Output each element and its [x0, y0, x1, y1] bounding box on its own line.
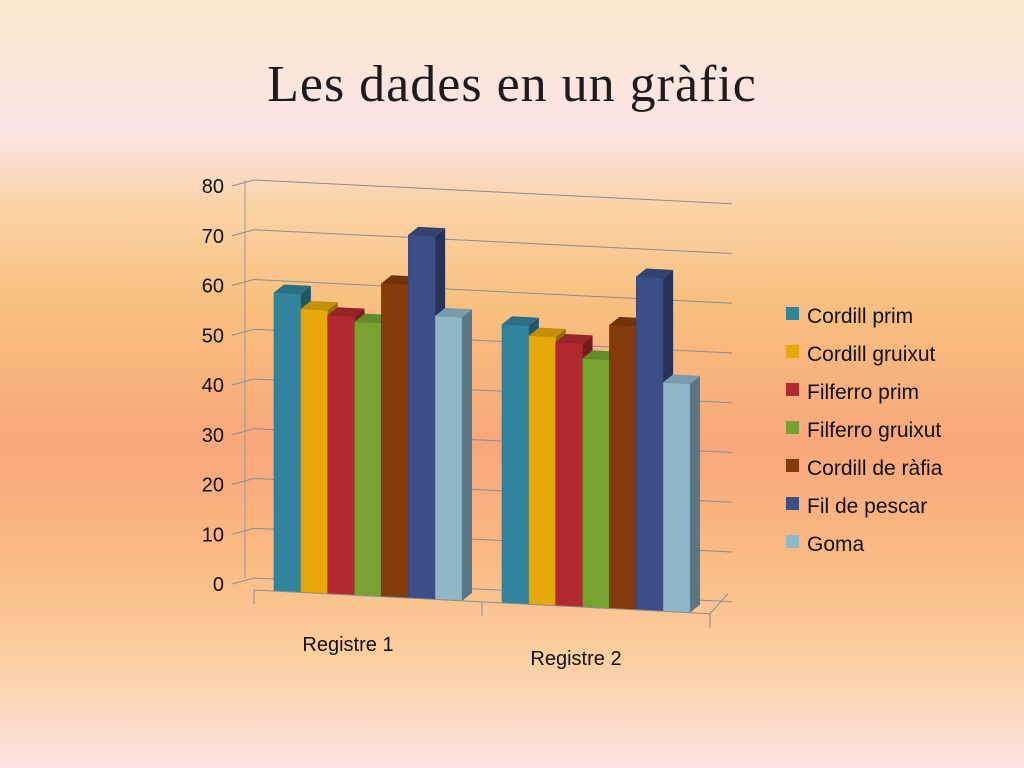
bar-top	[636, 268, 674, 278]
bar-front	[381, 282, 409, 599]
bar-side	[462, 309, 472, 601]
bar-top	[274, 284, 311, 294]
y-tick-mark	[231, 179, 255, 187]
y-tick-label: 60	[202, 276, 224, 298]
bar-front	[434, 315, 463, 602]
bar-front	[408, 234, 436, 600]
legend-swatch	[786, 307, 799, 320]
x-tick-label: Registre 2	[530, 648, 621, 670]
legend-item: Cordill de ràfia	[786, 457, 943, 480]
legend-label: Filferro prim	[807, 381, 919, 404]
legend-item: Cordill gruixut	[786, 343, 936, 366]
y-tick-label: 80	[202, 176, 224, 198]
y-tick-mark	[231, 577, 255, 585]
bar-top	[408, 226, 446, 237]
y-tick-label: 40	[202, 375, 224, 397]
bar-front	[300, 308, 328, 595]
bar-top	[502, 316, 539, 326]
legend-label: Goma	[807, 533, 865, 556]
bar-top	[555, 334, 593, 344]
y-tick-mark	[231, 428, 255, 436]
bar-front	[501, 324, 530, 605]
y-tick-mark	[231, 328, 255, 336]
y-tick-label: 30	[202, 425, 224, 447]
bar-side	[690, 375, 700, 613]
bar-top	[300, 300, 338, 311]
gridline	[253, 229, 733, 254]
y-tick-label: 0	[213, 574, 224, 596]
legend-swatch	[786, 383, 799, 396]
y-tick-label: 70	[202, 226, 224, 248]
y-tick-label: 20	[202, 475, 224, 497]
legend-label: Fil de pescar	[807, 495, 927, 518]
legend: Cordill prim Cordill gruixut Filferro prim…	[786, 305, 943, 556]
legend-item: Cordill prim	[786, 305, 913, 328]
x-tick-label: Registre 1	[302, 634, 393, 656]
legend-item: Filferro gruixut	[786, 419, 941, 442]
legend-label: Cordill gruixut	[807, 343, 936, 366]
y-tick-mark	[231, 478, 255, 485]
bar-front	[354, 321, 382, 597]
legend-item: Fil de pescar	[786, 495, 927, 518]
bar-front	[327, 314, 355, 596]
y-tick-mark	[231, 229, 255, 237]
legend-label: Cordill prim	[807, 305, 913, 328]
bar-top	[663, 374, 700, 384]
y-tick-label: 50	[202, 325, 224, 347]
legend-swatch	[786, 421, 799, 434]
bar-front	[582, 358, 610, 609]
legend-swatch	[786, 535, 799, 548]
bar	[434, 307, 472, 602]
y-tick-mark	[231, 527, 255, 535]
legend-label: Cordill de ràfia	[807, 457, 943, 480]
y-tick-label: 10	[202, 524, 224, 546]
legend-swatch	[786, 459, 799, 472]
bar-top	[435, 307, 472, 318]
bar-front	[555, 341, 583, 608]
legend-item: Goma	[786, 533, 865, 556]
bar	[662, 374, 700, 613]
legend-swatch	[786, 345, 799, 358]
bars	[273, 226, 700, 613]
bar-front	[528, 335, 556, 606]
bar-top	[528, 327, 566, 338]
slide-title: Les dades en un gràfic	[267, 56, 757, 113]
bar-front	[662, 382, 691, 613]
x-axis: Registre 1 Registre 2	[253, 589, 729, 670]
x-axis-line	[253, 589, 711, 615]
gridline	[253, 179, 733, 205]
legend-swatch	[786, 497, 799, 510]
bar-front	[636, 276, 664, 612]
bar-top	[327, 307, 365, 317]
floor-edge	[709, 593, 729, 615]
legend-item: Filferro prim	[786, 381, 919, 404]
y-tick-mark	[231, 378, 255, 386]
bar-front	[609, 324, 637, 611]
legend-label: Filferro gruixut	[807, 419, 941, 442]
bar-front	[273, 292, 302, 593]
y-tick-mark	[231, 279, 255, 286]
y-axis-ticks: 0 10 20 30 40 50 60 70 80	[202, 176, 224, 596]
